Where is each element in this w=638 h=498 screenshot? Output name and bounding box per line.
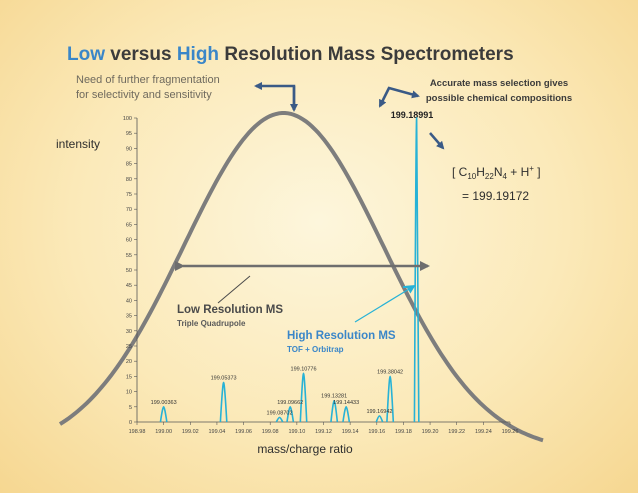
x-tick-label: 198.98 (129, 429, 146, 435)
x-tick-label: 199.16 (368, 429, 385, 435)
note-right-line1: Accurate mass selection gives (430, 78, 568, 89)
arrow-to-left-note (254, 82, 296, 110)
x-tick-label: 199.22 (448, 429, 465, 435)
y-tick-label: 55 (126, 253, 132, 259)
formula-close: ] (534, 165, 541, 179)
y-tick-label: 90 (126, 146, 132, 152)
peak-label: 199.16942 (366, 409, 392, 415)
y-tick-label: 100 (123, 116, 132, 122)
spectrum-peak (299, 372, 308, 423)
peak-labels-layer: 199.00363 199.05373 199.08702 199.09662 199.… (151, 366, 403, 416)
y-tick-label: 35 (126, 314, 132, 320)
y-tick-label: 0 (129, 420, 132, 426)
y-tick-label: 50 (126, 268, 132, 274)
x-axis-label: mass/charge ratio (257, 442, 353, 456)
y-tick-label: 40 (126, 298, 132, 304)
y-tick-label: 30 (126, 329, 132, 335)
spectrum-peak (286, 405, 295, 423)
x-tick-label: 199.24 (475, 429, 492, 435)
y-tick-label: 85 (126, 162, 132, 168)
spectrum-peak (386, 375, 395, 423)
x-tick-label: 199.00 (155, 429, 172, 435)
y-tick-label: 75 (126, 192, 132, 198)
note-left-line1: Need of further fragmentation (76, 74, 220, 86)
spectrum-peak (375, 415, 384, 423)
high-res-pointer (354, 284, 416, 323)
high-res-title: High Resolution MS (287, 330, 396, 342)
peak-label: 199.13281 (321, 394, 347, 400)
formula-n-sub: 4 (503, 172, 508, 181)
y-tick-label: 45 (126, 283, 132, 289)
x-tick-label: 199.20 (422, 429, 439, 435)
y-axis-label: intensity (56, 137, 100, 151)
formula-n: N (494, 165, 503, 179)
formula-sup: + (529, 164, 534, 173)
spectrum-peak (219, 381, 228, 423)
x-tick-label: 199.06 (235, 429, 252, 435)
y-tick-label: 25 (126, 344, 132, 350)
low-res-title: Low Resolution MS (177, 304, 283, 316)
peak-label: 199.08702 (267, 410, 293, 416)
formula: [ C10H22N4 + H+ ] (452, 164, 541, 181)
slide-title: Low versus High Resolution Mass Spectrom… (67, 44, 514, 65)
note-right-line2: possible chemical compositions (426, 93, 572, 104)
y-tick-label: 70 (126, 207, 132, 213)
peak-label: 199.09662 (277, 400, 303, 406)
note-left-line2: for selectivity and sensitivity (76, 89, 212, 101)
spectrum-peak (342, 405, 351, 423)
x-tick-label: 199.08 (262, 429, 279, 435)
low-res-pointer (217, 275, 251, 304)
high-res-subtitle: TOF + Orbitrap (287, 345, 344, 354)
low-res-subtitle: Triple Quadrupole (177, 319, 246, 328)
spectrum-peak (275, 416, 284, 423)
arrow-to-formula (429, 132, 445, 150)
peak-label: 199.10776 (291, 366, 317, 372)
title-high: High (177, 44, 219, 65)
envelope-layer (58, 111, 544, 443)
formula-h-sub: 22 (485, 172, 494, 181)
peak-label: 199.38042 (377, 369, 403, 375)
formula-value: = 199.19172 (462, 189, 529, 203)
x-tick-label: 199.12 (315, 429, 332, 435)
title-low: Low (67, 44, 105, 65)
spectrum-peak (413, 117, 420, 423)
spectrum-peak (159, 405, 168, 423)
x-tick-label: 199.18 (395, 429, 412, 435)
peak-label: 199.14433 (333, 400, 359, 406)
formula-h: H (476, 165, 485, 179)
y-tick-label: 5 (129, 405, 132, 411)
axes-layer: 0 5 10 15 20 25 30 35 40 45 50 55 60 65 70 75 80 85 90 95 10… (123, 116, 519, 435)
y-tick-label: 95 (126, 131, 132, 137)
title-versus: versus (105, 44, 177, 65)
y-tick-label: 10 (126, 390, 132, 396)
spectrum-peak (330, 399, 339, 423)
title-rest: Resolution Mass Spectrometers (219, 44, 514, 65)
peaks-layer (159, 117, 420, 423)
low-res-envelope-curve (58, 111, 544, 443)
x-tick-label: 199.04 (209, 429, 226, 435)
y-tick-label: 80 (126, 177, 132, 183)
y-tick-label: 65 (126, 222, 132, 228)
arrow-up-from-peak (378, 87, 391, 108)
x-tick-label: 199.14 (342, 429, 359, 435)
formula-c-sub: 10 (467, 172, 476, 181)
peak-label: 199.00363 (151, 400, 177, 406)
formula-tail: + H (507, 165, 529, 179)
y-tick-label: 20 (126, 359, 132, 365)
peak-label: 199.05373 (211, 375, 237, 381)
x-tick-label: 199.02 (182, 429, 199, 435)
formula-open: [ C (452, 165, 468, 179)
y-tick-label: 15 (126, 374, 132, 380)
y-tick-label: 60 (126, 238, 132, 244)
x-tick-label: 199.10 (288, 429, 305, 435)
x-tick-label: 199.26 (502, 429, 519, 435)
main-peak-label: 199.18991 (391, 110, 434, 120)
